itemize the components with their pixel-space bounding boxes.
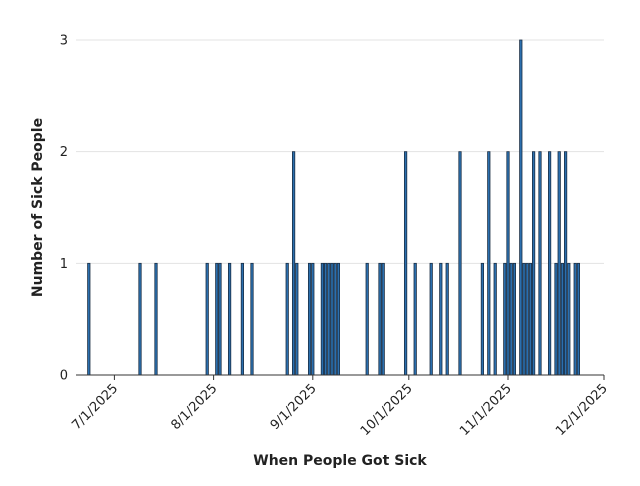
y-axis-title: Number of Sick People bbox=[30, 118, 46, 297]
bar bbox=[336, 262, 341, 376]
bar bbox=[333, 262, 337, 376]
bar bbox=[323, 262, 328, 376]
bar bbox=[445, 262, 449, 376]
bar bbox=[512, 262, 517, 376]
bar bbox=[250, 262, 254, 376]
bar bbox=[218, 262, 222, 376]
bar bbox=[320, 262, 325, 376]
bar bbox=[154, 262, 158, 376]
bar bbox=[307, 262, 312, 376]
x-tick-label: 10/1/2025 bbox=[358, 381, 416, 439]
bar bbox=[295, 262, 299, 376]
bar bbox=[576, 262, 581, 376]
bar bbox=[365, 262, 369, 376]
bar bbox=[205, 262, 209, 376]
bar bbox=[538, 151, 542, 376]
bar bbox=[227, 262, 232, 376]
bar bbox=[519, 39, 523, 376]
bar bbox=[378, 262, 382, 376]
bar bbox=[560, 262, 565, 376]
bars bbox=[87, 39, 581, 376]
y-tick-label: 3 bbox=[60, 34, 68, 49]
gridlines bbox=[76, 39, 604, 264]
bar bbox=[509, 262, 513, 376]
bar bbox=[564, 151, 568, 376]
bar bbox=[567, 262, 571, 376]
bar bbox=[403, 151, 408, 376]
bar bbox=[458, 151, 462, 376]
bar bbox=[327, 262, 331, 376]
x-tick-labels: 7/1/2025 8/1/2025 9/1/2025 10/1/2025 11/1/20… bbox=[69, 381, 610, 439]
axes bbox=[76, 374, 605, 380]
bar bbox=[503, 262, 507, 376]
bar bbox=[439, 262, 443, 376]
y-tick-label: 1 bbox=[60, 257, 68, 272]
bar bbox=[381, 262, 385, 376]
y-tick-labels: 0 1 2 3 bbox=[60, 34, 68, 384]
bar bbox=[528, 262, 533, 376]
bar bbox=[525, 262, 529, 376]
bar bbox=[532, 151, 536, 376]
x-axis-title: When People Got Sick bbox=[253, 453, 427, 469]
x-tick-label: 7/1/2025 bbox=[69, 381, 121, 433]
x-tick-label: 11/1/2025 bbox=[457, 381, 515, 439]
bar bbox=[480, 262, 485, 376]
bar bbox=[240, 262, 244, 376]
bar bbox=[138, 262, 142, 376]
y-tick-label: 0 bbox=[60, 369, 68, 384]
bar bbox=[557, 151, 561, 376]
bar bbox=[311, 262, 315, 376]
bar bbox=[548, 151, 552, 376]
bar bbox=[291, 151, 296, 376]
bar bbox=[493, 262, 497, 376]
x-tick-label: 9/1/2025 bbox=[268, 381, 320, 433]
bar bbox=[554, 262, 558, 376]
bar bbox=[285, 262, 289, 376]
y-tick-label: 2 bbox=[60, 145, 68, 160]
bar bbox=[429, 262, 433, 376]
x-tick-label: 12/1/2025 bbox=[553, 381, 611, 439]
bar bbox=[573, 262, 577, 376]
x-tick-label: 8/1/2025 bbox=[169, 381, 221, 433]
bar bbox=[522, 262, 526, 376]
bar bbox=[413, 262, 417, 376]
bar bbox=[87, 262, 91, 376]
bar bbox=[487, 151, 491, 376]
bar bbox=[506, 151, 510, 376]
bar bbox=[215, 262, 219, 376]
bar bbox=[330, 262, 334, 376]
